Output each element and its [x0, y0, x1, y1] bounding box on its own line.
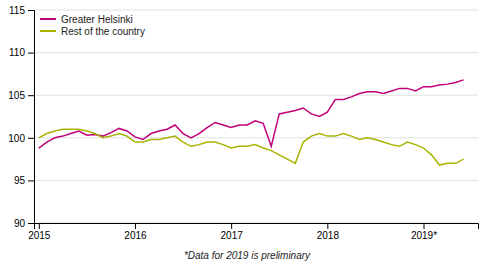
tick: 2016 [124, 223, 147, 241]
tick-label: 2018 [317, 230, 340, 241]
tick-label: 110 [9, 47, 25, 58]
tick-mark [28, 180, 34, 181]
tick-mark [231, 223, 232, 229]
annotation: *Data for 2019 is preliminary [184, 250, 311, 261]
tick-mark [28, 138, 34, 139]
plot: 2015 2016 2017 2018 2019* 90 95 100 105 110 115 Gre… [8, 5, 478, 241]
tick-mark [424, 223, 425, 229]
tick: 2017 [221, 223, 244, 241]
tick-label: 90 [14, 218, 26, 229]
legend-label: Rest of the country [61, 26, 145, 37]
tick-mark [28, 53, 34, 54]
tick-label: 100 [8, 133, 25, 144]
tick-mark [28, 10, 34, 11]
tick-label: 95 [14, 175, 26, 186]
lines [39, 80, 464, 165]
tick: 105 [8, 90, 34, 101]
tick-label: 105 [8, 90, 25, 101]
tick-mark [28, 223, 34, 224]
axis-line [28, 11, 35, 224]
tick: 2015 [28, 223, 51, 241]
tick: 95 [14, 175, 34, 186]
grid-line [34, 52, 478, 53]
chart: 2015 2016 2017 2018 2019* 90 95 100 105 110 115 Gre… [0, 0, 494, 265]
axis-line [35, 224, 479, 230]
tick-label: 115 [9, 5, 25, 16]
tick: 110 [9, 47, 34, 58]
tick-label: 2016 [124, 230, 147, 241]
grid-line [34, 95, 478, 96]
legend-swatch [40, 18, 56, 20]
grid-line [34, 137, 478, 138]
tick-label: 2017 [221, 230, 244, 241]
legend-item: Greater Helsinki [40, 14, 133, 25]
tick-mark [39, 223, 40, 229]
tick-mark [135, 223, 136, 229]
legend: Greater HelsinkiRest of the country [40, 14, 145, 37]
grid-line [34, 10, 478, 11]
y-axis: 90 95 100 105 110 115 [8, 5, 34, 229]
tick-mark [28, 95, 34, 96]
tick-label: 2019* [411, 230, 437, 241]
grid [34, 10, 478, 223]
x-axis: 2015 2016 2017 2018 2019* [28, 223, 478, 241]
tick: 90 [14, 218, 34, 229]
legend-label: Greater Helsinki [61, 14, 133, 25]
tick: 115 [9, 5, 34, 16]
legend-item: Rest of the country [40, 26, 145, 37]
series-line [39, 129, 464, 165]
tick: 2019* [411, 223, 437, 241]
grid-line [34, 180, 478, 181]
tick-label: 2015 [28, 230, 51, 241]
tick: 100 [8, 133, 34, 144]
legend-swatch [40, 30, 56, 32]
tick: 2018 [317, 223, 340, 241]
tick-mark [327, 223, 328, 229]
